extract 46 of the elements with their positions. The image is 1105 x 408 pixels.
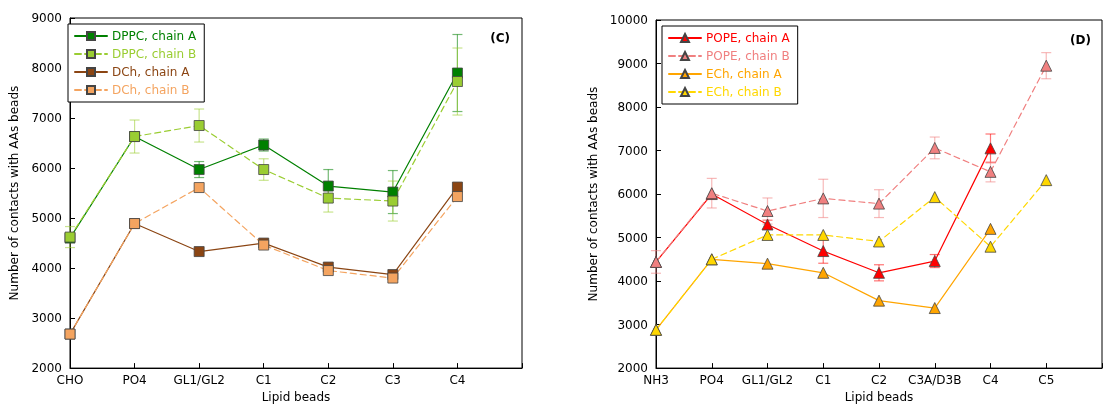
x-tick-label: C3A/D3B xyxy=(908,373,962,388)
x-tick-label: C5 xyxy=(1038,373,1055,388)
y-tick-label: 4000 xyxy=(617,274,648,289)
y-axis-title: Number of contacts with AAs beads xyxy=(7,85,21,301)
x-tick-label: C4 xyxy=(449,373,466,388)
y-tick-label: 2000 xyxy=(31,361,62,376)
x-tick-label: C4 xyxy=(982,373,999,388)
x-tick-label: C3 xyxy=(384,373,401,388)
x-tick-label: GL1/GL2 xyxy=(173,373,225,388)
y-tick-label: 9000 xyxy=(31,11,62,25)
y-tick-label: 2000 xyxy=(617,361,648,376)
x-tick-label: CHO xyxy=(56,373,84,388)
y-tick-label: 4000 xyxy=(31,261,62,276)
y-axis-title: Number of contacts with AAs beads xyxy=(585,86,600,302)
annotation: (C) xyxy=(490,31,511,45)
y-tick-label: 8000 xyxy=(617,100,648,115)
x-tick-label: C2 xyxy=(320,373,337,388)
y-tick-label: 6000 xyxy=(617,187,648,202)
x-tick-label: C1 xyxy=(255,373,272,388)
legend-label: POPE, chain B xyxy=(706,49,790,63)
legend-label: ECh, chain B xyxy=(706,85,782,99)
y-tick-label: 10000 xyxy=(609,13,648,27)
x-tick-label: NH3 xyxy=(643,373,669,388)
y-tick-label: 5000 xyxy=(617,230,648,245)
y-tick-label: 6000 xyxy=(31,161,62,176)
x-axis-title: Lipid beads xyxy=(261,390,331,404)
y-tick-label: 7000 xyxy=(617,143,648,158)
x-tick-label: GL1/GL2 xyxy=(741,373,794,388)
legend-label: POPE, chain A xyxy=(706,31,791,45)
y-tick-label: 8000 xyxy=(31,61,62,76)
legend-label: ECh, chain A xyxy=(706,67,783,81)
y-tick-label: 3000 xyxy=(31,311,62,326)
x-tick-label: C1 xyxy=(815,373,832,388)
y-tick-label: 5000 xyxy=(31,211,62,226)
legend-label: DPPC, chain A xyxy=(112,29,198,43)
legend-label: DCh, chain A xyxy=(112,65,191,79)
x-axis-title: Lipid beads xyxy=(844,390,914,404)
annotation: (D) xyxy=(1070,33,1092,47)
x-tick-label: PO4 xyxy=(122,373,147,388)
legend-label: DCh, chain B xyxy=(112,83,190,97)
legend-label: DPPC, chain B xyxy=(112,47,197,61)
x-tick-label: C2 xyxy=(870,373,888,388)
y-tick-label: 3000 xyxy=(617,317,648,332)
y-tick-label: 9000 xyxy=(617,56,648,71)
x-tick-label: PO4 xyxy=(699,373,724,388)
y-tick-label: 7000 xyxy=(31,111,62,126)
